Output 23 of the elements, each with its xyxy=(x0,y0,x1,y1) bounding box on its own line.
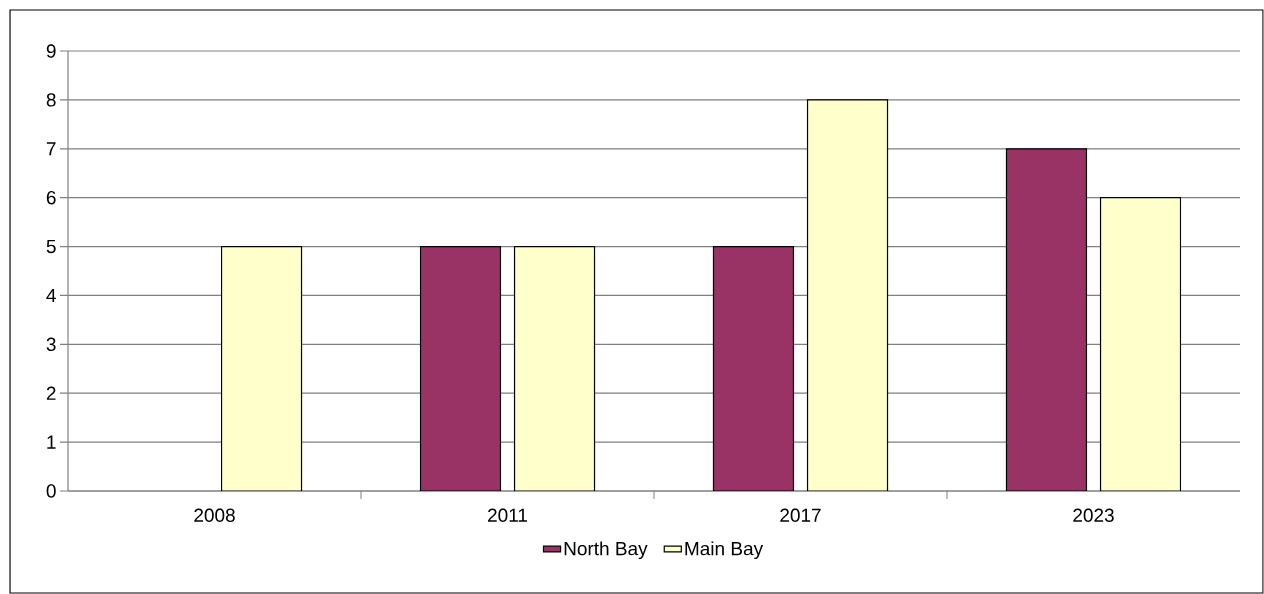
bar xyxy=(806,99,889,491)
bar xyxy=(1005,148,1088,491)
y-tick-label: 7 xyxy=(46,142,56,156)
y-tick-label: 2 xyxy=(46,386,56,400)
x-tick-label: 2011 xyxy=(488,508,527,522)
y-tick-label: 4 xyxy=(46,288,56,302)
bar xyxy=(712,245,795,491)
x-tick-label: 2023 xyxy=(1073,508,1114,522)
y-tick-label: 0 xyxy=(46,484,56,498)
bar xyxy=(513,245,596,491)
y-tick-label: 8 xyxy=(46,93,56,107)
x-tick-label: 2008 xyxy=(194,508,235,522)
bar xyxy=(220,245,303,491)
y-tick-label: 6 xyxy=(46,190,56,205)
y-tick-label: 3 xyxy=(46,337,56,352)
legend-label: Main Bay xyxy=(685,541,764,560)
legend-label: North Bay xyxy=(564,541,648,560)
y-tick-label: 1 xyxy=(47,435,56,449)
bar xyxy=(419,245,502,491)
x-tick-label: 2017 xyxy=(780,508,821,522)
bar xyxy=(1099,197,1182,491)
y-tick-label: 9 xyxy=(46,44,56,58)
y-tick-label: 5 xyxy=(46,239,56,254)
